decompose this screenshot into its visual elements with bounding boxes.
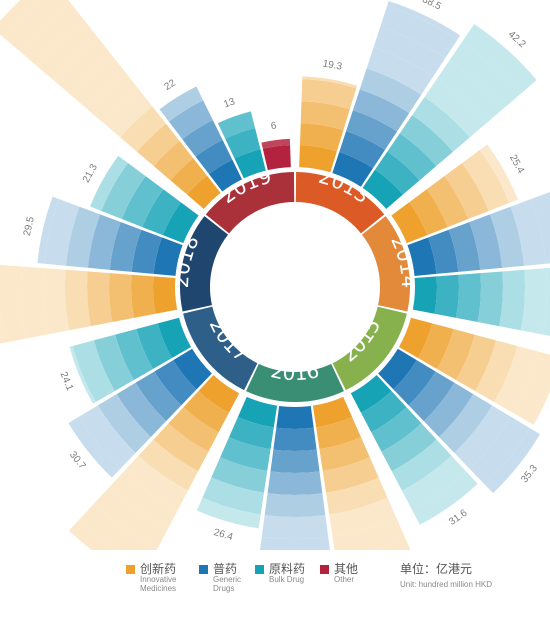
bar-2015-innovative	[398, 317, 550, 425]
legend-label-cn: 普药	[213, 562, 238, 576]
bar-2019-generic	[159, 86, 243, 192]
legend: 创新药 Innovative Medicines 普药 Generic Drug…	[0, 560, 550, 600]
legend-swatch-generic	[199, 565, 208, 574]
legend-label-en: Bulk Drug	[269, 575, 304, 584]
radial-bar-chart: 201319.338.542.2201425.435.938.7201533.1…	[0, 0, 550, 550]
value-label-2014-innovative: 25.4	[507, 153, 526, 176]
unit-label-en: Unit: hundred million HKD	[400, 580, 493, 589]
bar-2018-generic	[37, 196, 183, 276]
value-label-2013-innovative: 19.3	[322, 59, 343, 73]
bar-2019-other	[261, 138, 291, 171]
bar-2013-bulk	[362, 23, 537, 209]
year-ring-2017	[183, 306, 258, 391]
legend-swatch-bulk	[255, 565, 264, 574]
legend-label-en-line1: Innovative	[140, 575, 177, 584]
value-label-2016-bulk: 26.4	[212, 527, 234, 543]
value-label-2018-bulk: 21.3	[81, 162, 100, 185]
year-ring-2019	[205, 172, 295, 234]
unit-label-cn: 单位：亿港元	[400, 562, 473, 576]
value-label-2017-generic: 30.7	[67, 450, 88, 472]
year-ring-2013	[295, 172, 385, 234]
year-ring-2016	[246, 363, 344, 402]
bar-2015-bulk	[350, 374, 478, 525]
legend-label-en: Innovative Medicines	[140, 575, 176, 593]
bar-2014-bulk	[412, 267, 550, 336]
year-ring-2015	[332, 306, 407, 391]
value-label-2013-generic: 38.5	[420, 0, 443, 13]
legend-label-en-line1: Other	[334, 575, 355, 584]
year-ring-2014	[361, 216, 410, 312]
bar-2016-generic	[260, 405, 330, 550]
legend-label-en-line2: Medicines	[140, 584, 177, 593]
legend-label-cn: 原料药	[269, 562, 306, 576]
bar-2017-generic	[68, 348, 212, 478]
unit-label: 单位：亿港元 Unit: hundred million HKD	[400, 560, 492, 589]
value-label-2015-generic: 35.3	[519, 463, 540, 485]
bar-2013-generic	[332, 1, 461, 187]
value-label-2019-generic: 22	[162, 77, 178, 92]
value-label-2018-generic: 29.5	[22, 215, 37, 237]
bar-2015-generic	[378, 348, 541, 494]
bar-2013-innovative	[299, 76, 358, 173]
legend-label-en: Other	[334, 575, 354, 584]
legend-label-en-line2: Drugs	[213, 584, 235, 593]
bar-2017-bulk	[69, 317, 192, 404]
legend-label-en-line1: Bulk Drug	[269, 575, 305, 584]
value-label-2015-bulk: 31.6	[447, 507, 470, 527]
bar-2014-generic	[407, 192, 550, 276]
value-label-2019-other: 6	[270, 120, 277, 132]
value-label-2013-bulk: 42.2	[506, 29, 528, 50]
bar-2016-innovative	[312, 396, 411, 550]
value-label-2019-bulk: 13	[222, 96, 237, 110]
year-ring-2018	[180, 216, 229, 312]
legend-label-cn: 其他	[334, 562, 359, 576]
legend-label-cn: 创新药	[140, 562, 177, 576]
bar-2014-innovative	[391, 144, 518, 244]
legend-swatch-other	[320, 565, 329, 574]
bar-2017-innovative	[68, 374, 240, 550]
value-label-2017-bulk: 24.1	[57, 370, 75, 393]
legend-swatch-innovative	[126, 565, 135, 574]
bar-2016-bulk	[196, 396, 278, 529]
legend-label-en: Generic Drugs	[213, 575, 241, 593]
bar-2019-bulk	[217, 111, 266, 179]
legend-label-en-line1: Generic	[213, 575, 242, 584]
bar-2018-bulk	[90, 155, 199, 244]
bar-2019-innovative	[0, 0, 221, 209]
bar-2018-innovative	[0, 264, 178, 344]
